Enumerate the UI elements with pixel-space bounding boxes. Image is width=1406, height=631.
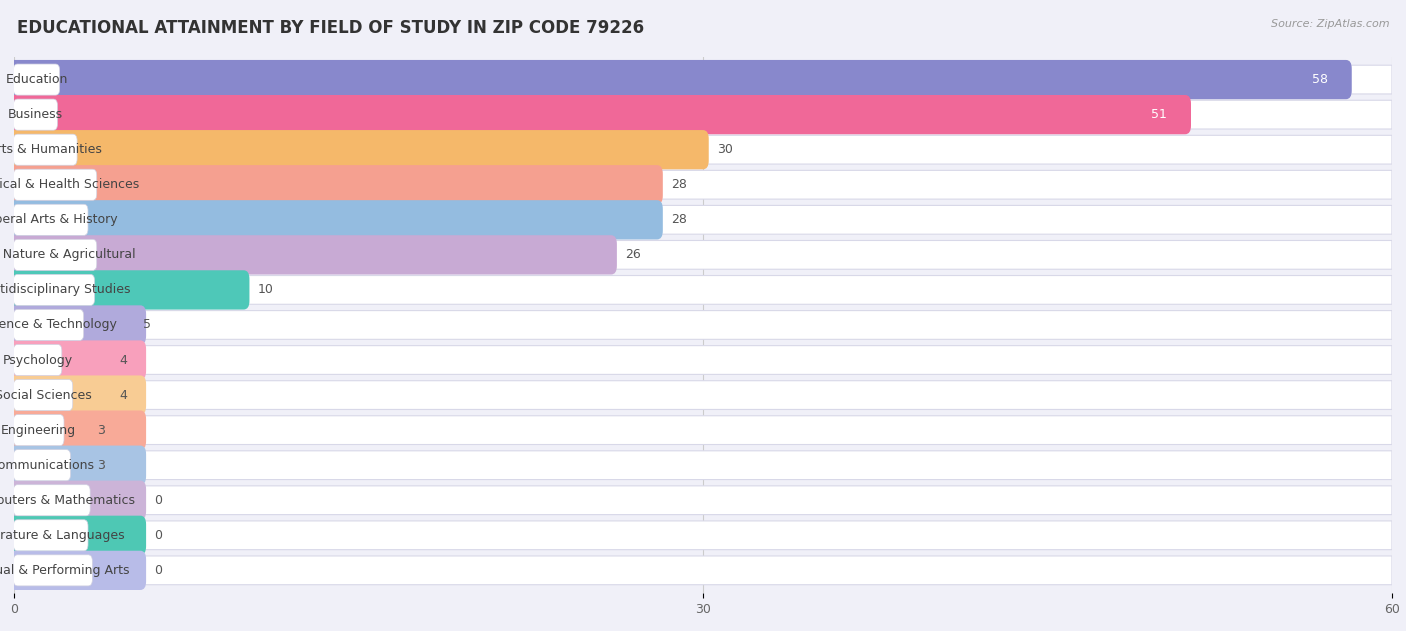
FancyBboxPatch shape — [8, 270, 249, 310]
FancyBboxPatch shape — [14, 100, 1392, 129]
Text: 5: 5 — [142, 319, 150, 331]
FancyBboxPatch shape — [14, 135, 1392, 164]
FancyBboxPatch shape — [8, 305, 146, 345]
Text: 0: 0 — [155, 564, 162, 577]
Text: Computers & Mathematics: Computers & Mathematics — [0, 493, 135, 507]
Text: 26: 26 — [624, 249, 641, 261]
FancyBboxPatch shape — [14, 451, 1392, 480]
FancyBboxPatch shape — [14, 345, 62, 375]
Text: Engineering: Engineering — [1, 423, 76, 437]
FancyBboxPatch shape — [14, 379, 73, 411]
FancyBboxPatch shape — [14, 520, 89, 551]
Text: 28: 28 — [671, 178, 686, 191]
FancyBboxPatch shape — [8, 235, 617, 274]
Text: Bio, Nature & Agricultural: Bio, Nature & Agricultural — [0, 249, 135, 261]
FancyBboxPatch shape — [14, 521, 1392, 550]
FancyBboxPatch shape — [14, 169, 97, 200]
Text: Multidisciplinary Studies: Multidisciplinary Studies — [0, 283, 131, 297]
FancyBboxPatch shape — [14, 274, 94, 305]
Text: 3: 3 — [97, 423, 104, 437]
FancyBboxPatch shape — [14, 450, 70, 481]
Text: Psychology: Psychology — [3, 353, 73, 367]
FancyBboxPatch shape — [8, 165, 662, 204]
Text: 4: 4 — [120, 353, 128, 367]
FancyBboxPatch shape — [14, 65, 1392, 94]
Text: Liberal Arts & History: Liberal Arts & History — [0, 213, 118, 227]
Text: EDUCATIONAL ATTAINMENT BY FIELD OF STUDY IN ZIP CODE 79226: EDUCATIONAL ATTAINMENT BY FIELD OF STUDY… — [17, 19, 644, 37]
FancyBboxPatch shape — [14, 170, 1392, 199]
FancyBboxPatch shape — [8, 516, 146, 555]
Text: 0: 0 — [155, 529, 162, 542]
FancyBboxPatch shape — [14, 206, 1392, 234]
FancyBboxPatch shape — [8, 60, 1351, 99]
FancyBboxPatch shape — [8, 481, 146, 520]
Text: 3: 3 — [97, 459, 104, 472]
FancyBboxPatch shape — [14, 99, 58, 130]
Text: Science & Technology: Science & Technology — [0, 319, 117, 331]
Text: Physical & Health Sciences: Physical & Health Sciences — [0, 178, 139, 191]
Text: 51: 51 — [1152, 108, 1167, 121]
Text: 4: 4 — [120, 389, 128, 401]
FancyBboxPatch shape — [14, 556, 1392, 585]
FancyBboxPatch shape — [8, 411, 146, 450]
Text: Source: ZipAtlas.com: Source: ZipAtlas.com — [1271, 19, 1389, 29]
FancyBboxPatch shape — [14, 415, 65, 445]
Text: Arts & Humanities: Arts & Humanities — [0, 143, 103, 156]
FancyBboxPatch shape — [14, 239, 97, 271]
Text: Education: Education — [6, 73, 67, 86]
FancyBboxPatch shape — [14, 555, 93, 586]
FancyBboxPatch shape — [8, 445, 146, 485]
FancyBboxPatch shape — [14, 134, 77, 165]
Text: 0: 0 — [155, 493, 162, 507]
Text: Business: Business — [8, 108, 63, 121]
Text: 10: 10 — [257, 283, 273, 297]
FancyBboxPatch shape — [8, 551, 146, 590]
FancyBboxPatch shape — [8, 130, 709, 169]
FancyBboxPatch shape — [8, 375, 146, 415]
Text: Communications: Communications — [0, 459, 94, 472]
FancyBboxPatch shape — [14, 346, 1392, 374]
Text: Social Sciences: Social Sciences — [0, 389, 91, 401]
FancyBboxPatch shape — [14, 240, 1392, 269]
FancyBboxPatch shape — [14, 486, 1392, 515]
FancyBboxPatch shape — [8, 95, 1191, 134]
FancyBboxPatch shape — [8, 340, 146, 380]
FancyBboxPatch shape — [14, 485, 90, 516]
Text: Literature & Languages: Literature & Languages — [0, 529, 125, 542]
FancyBboxPatch shape — [14, 276, 1392, 304]
FancyBboxPatch shape — [8, 200, 662, 239]
Text: 30: 30 — [717, 143, 733, 156]
FancyBboxPatch shape — [14, 309, 83, 341]
Text: Visual & Performing Arts: Visual & Performing Arts — [0, 564, 129, 577]
FancyBboxPatch shape — [14, 310, 1392, 339]
FancyBboxPatch shape — [14, 204, 89, 235]
Text: 58: 58 — [1312, 73, 1327, 86]
FancyBboxPatch shape — [14, 64, 59, 95]
FancyBboxPatch shape — [14, 416, 1392, 444]
FancyBboxPatch shape — [14, 380, 1392, 410]
Text: 28: 28 — [671, 213, 686, 227]
